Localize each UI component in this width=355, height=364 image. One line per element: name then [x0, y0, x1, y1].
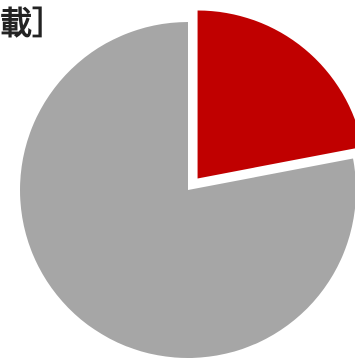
- chart-title: 載］: [0, 4, 65, 42]
- pie-slice-0: [197, 10, 355, 179]
- pie-slice-1: [20, 22, 355, 358]
